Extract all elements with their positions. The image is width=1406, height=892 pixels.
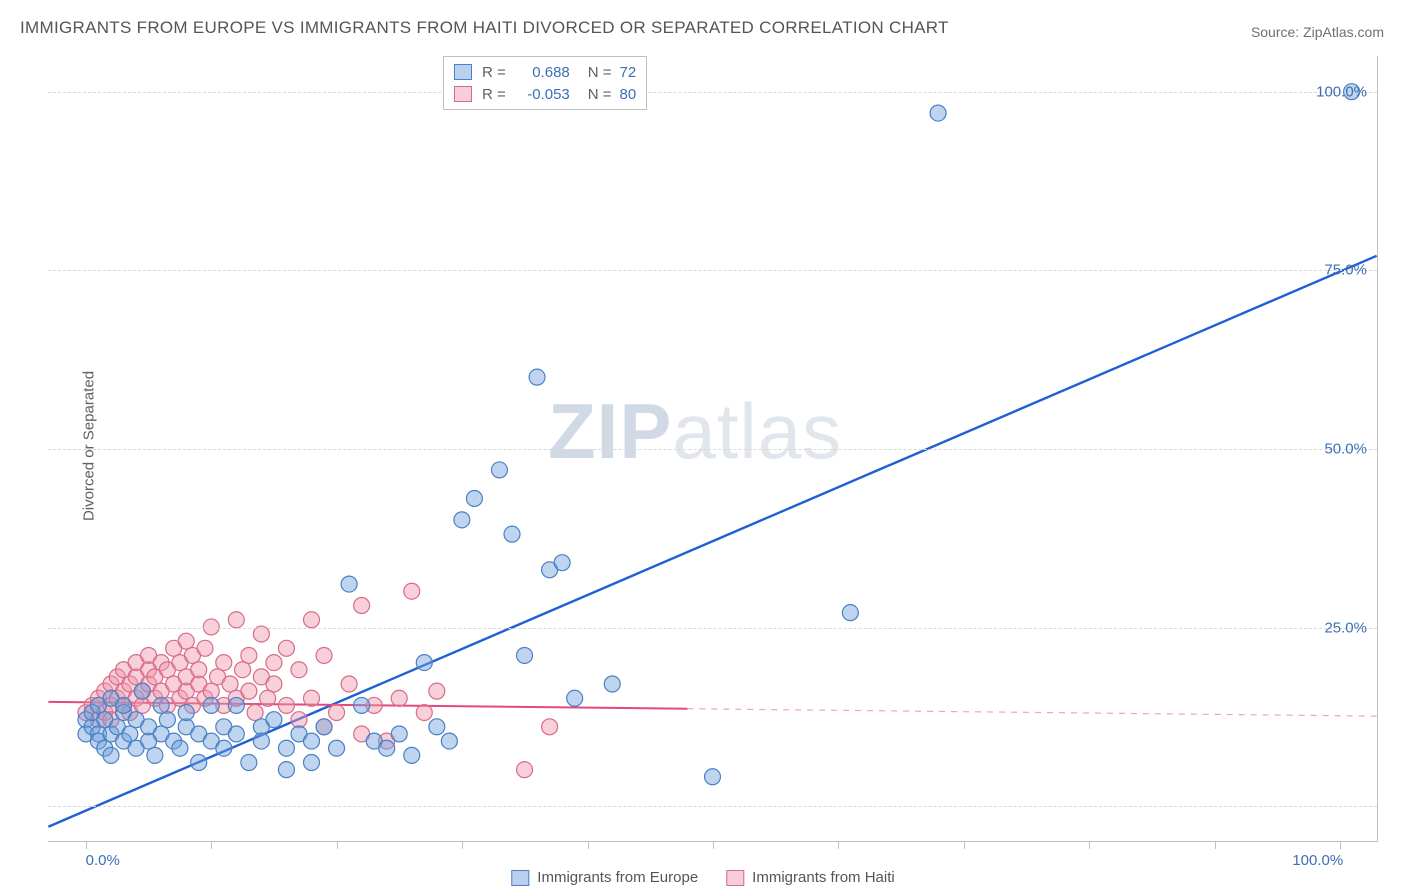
- legend-row-europe: R = 0.688 N = 72: [454, 61, 636, 83]
- legend-row-haiti: R = -0.053 N = 80: [454, 83, 636, 105]
- correlation-legend: R = 0.688 N = 72 R = -0.053 N = 80: [443, 56, 647, 110]
- x-tick: [337, 841, 338, 849]
- r-value-europe: 0.688: [514, 64, 570, 81]
- n-value-haiti: 80: [620, 86, 637, 103]
- n-label: N =: [588, 64, 612, 81]
- x-tick: [964, 841, 965, 849]
- swatch-icon: [511, 870, 529, 886]
- x-tick: [1215, 841, 1216, 849]
- gridline: [48, 449, 1377, 450]
- n-label: N =: [588, 86, 612, 103]
- swatch-icon: [726, 870, 744, 886]
- y-tick-label: 25.0%: [1324, 619, 1367, 636]
- swatch-europe: [454, 64, 472, 80]
- legend-label-europe: Immigrants from Europe: [537, 869, 698, 886]
- legend-item-europe: Immigrants from Europe: [511, 869, 698, 886]
- r-label: R =: [482, 64, 506, 81]
- x-tick-label: 0.0%: [86, 852, 120, 869]
- x-tick: [713, 841, 714, 849]
- y-tick-label: 75.0%: [1324, 262, 1367, 279]
- x-tick: [462, 841, 463, 849]
- x-tick: [211, 841, 212, 849]
- chart-title: IMMIGRANTS FROM EUROPE VS IMMIGRANTS FRO…: [20, 18, 949, 38]
- x-tick-label: 100.0%: [1292, 852, 1343, 869]
- y-tick-label: 50.0%: [1324, 441, 1367, 458]
- gridline: [48, 628, 1377, 629]
- x-tick: [1340, 841, 1341, 849]
- n-value-europe: 72: [620, 64, 637, 81]
- legend-label-haiti: Immigrants from Haiti: [752, 869, 895, 886]
- plot-area: ZIPatlas 25.0%50.0%75.0%100.0%: [48, 56, 1378, 842]
- gridline: [48, 806, 1377, 807]
- x-tick: [86, 841, 87, 849]
- x-tick: [1089, 841, 1090, 849]
- gridline: [48, 270, 1377, 271]
- series-legend: Immigrants from Europe Immigrants from H…: [511, 869, 894, 886]
- source-attribution: Source: ZipAtlas.com: [1251, 24, 1384, 40]
- x-tick: [588, 841, 589, 849]
- r-value-haiti: -0.053: [514, 86, 570, 103]
- x-tick: [838, 841, 839, 849]
- r-label: R =: [482, 86, 506, 103]
- legend-item-haiti: Immigrants from Haiti: [726, 869, 895, 886]
- gridline: [48, 92, 1377, 93]
- y-tick-label: 100.0%: [1316, 83, 1367, 100]
- swatch-haiti: [454, 86, 472, 102]
